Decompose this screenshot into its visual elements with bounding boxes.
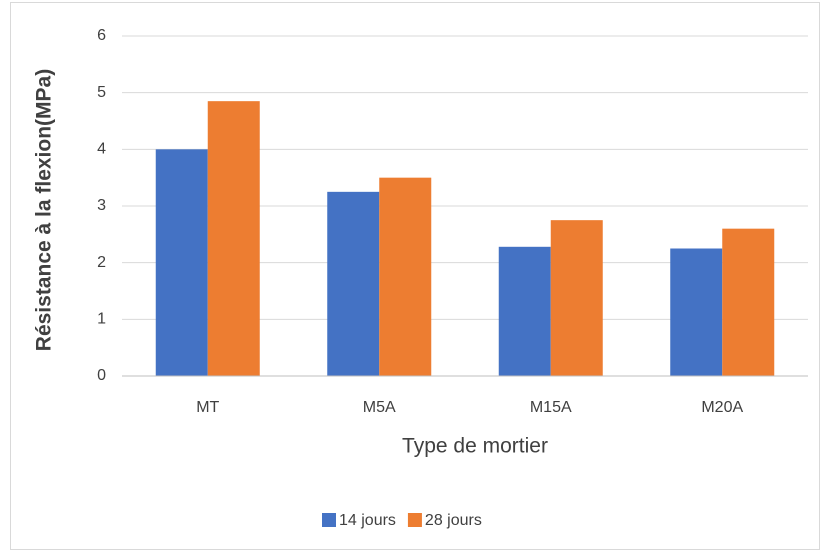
bar	[550, 220, 603, 376]
legend-swatch	[322, 513, 336, 527]
bar	[722, 228, 775, 376]
bar	[155, 149, 208, 376]
legend-label: 14 jours	[339, 512, 396, 529]
legend-label: 28 jours	[425, 512, 482, 529]
bar	[498, 246, 551, 376]
x-tick-label: M5A	[363, 399, 396, 416]
x-tick-label: MT	[196, 399, 219, 416]
bar	[379, 177, 432, 376]
bar	[207, 101, 260, 377]
y-axis-title: Résistance à la flexion(MPa)	[33, 69, 56, 351]
x-axis-title: Type de mortier	[402, 435, 548, 458]
y-tick-label: 3	[97, 197, 106, 214]
legend-swatch	[407, 513, 422, 527]
y-tick-label: 5	[97, 84, 106, 101]
bar	[670, 248, 723, 376]
y-tick-label: 2	[97, 254, 106, 271]
x-tick-label: M20A	[701, 399, 743, 416]
y-tick-label: 4	[97, 141, 106, 158]
x-tick-label: M15A	[530, 399, 572, 416]
bar	[327, 191, 380, 376]
y-tick-label: 0	[97, 367, 106, 384]
y-tick-label: 1	[97, 311, 106, 328]
y-tick-label: 6	[97, 27, 106, 44]
